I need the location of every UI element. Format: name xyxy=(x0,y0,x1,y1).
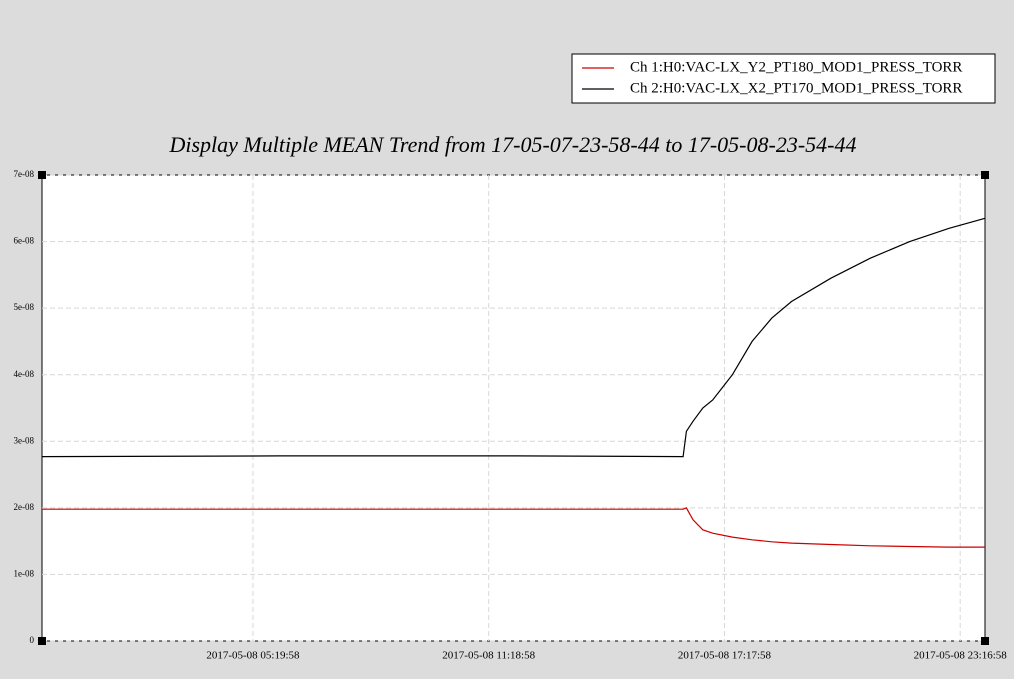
legend-label: Ch 2:H0:VAC-LX_X2_PT170_MOD1_PRESS_TORR xyxy=(630,80,962,96)
x-tick-label: 2017-05-08 11:18:58 xyxy=(442,650,535,662)
y-tick-label: 3e-08 xyxy=(14,435,35,445)
corner xyxy=(981,637,989,645)
corner xyxy=(38,637,46,645)
x-tick-label: 2017-05-08 05:19:58 xyxy=(206,650,300,662)
y-tick-label: 7e-08 xyxy=(14,169,35,179)
legend-label: Ch 1:H0:VAC-LX_Y2_PT180_MOD1_PRESS_TORR xyxy=(630,59,962,75)
chart-title: Display Multiple MEAN Trend from 17-05-0… xyxy=(168,132,856,157)
y-tick-label: 2e-08 xyxy=(14,502,35,512)
x-tick-label: 2017-05-08 17:17:58 xyxy=(678,650,772,662)
y-tick-label: 5e-08 xyxy=(14,302,35,312)
corner xyxy=(981,171,989,179)
y-tick-label: 1e-08 xyxy=(14,568,35,578)
y-tick-label: 0 xyxy=(30,635,35,645)
lines xyxy=(41,217,986,548)
series-line xyxy=(41,217,986,458)
grid xyxy=(42,174,985,642)
y-tick-label: 6e-08 xyxy=(14,236,35,246)
legend-box xyxy=(571,53,996,104)
series-line xyxy=(42,507,985,548)
plot-area xyxy=(41,174,986,642)
x-tick-label: 2017-05-08 23:16:58 xyxy=(914,650,1008,662)
y-tick-label: 4e-08 xyxy=(14,369,35,379)
corner xyxy=(38,171,46,179)
